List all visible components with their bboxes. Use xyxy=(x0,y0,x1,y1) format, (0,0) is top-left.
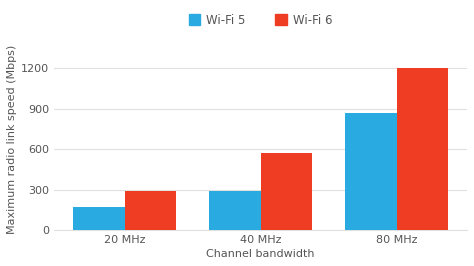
Bar xyxy=(261,153,312,230)
Legend: Wi-Fi 5, Wi-Fi 6: Wi-Fi 5, Wi-Fi 6 xyxy=(189,14,332,27)
Bar xyxy=(397,68,448,230)
Bar xyxy=(73,207,125,230)
Bar xyxy=(125,192,176,230)
X-axis label: Channel bandwidth: Channel bandwidth xyxy=(206,249,315,259)
Bar xyxy=(209,192,261,230)
Y-axis label: Maximum radio link speed (Mbps): Maximum radio link speed (Mbps) xyxy=(7,44,17,234)
Bar xyxy=(345,113,397,230)
